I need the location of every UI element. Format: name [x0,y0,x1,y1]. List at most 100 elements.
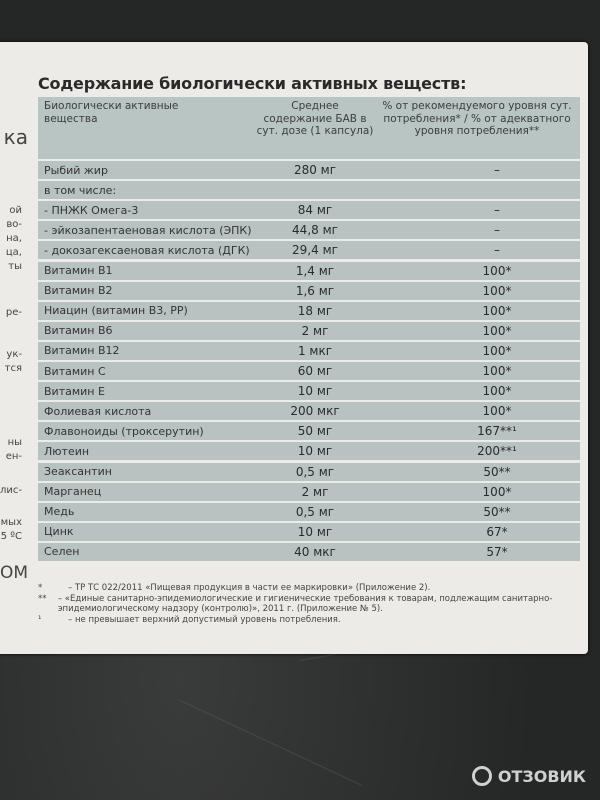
cell-substance: Медь [44,505,75,519]
cell-amount: 2 мг [301,484,329,499]
left-edge-fragment: лис- [0,485,22,496]
cell-percent: 100* [482,343,512,358]
table-row: Витамин В12 1 мкг 100* [38,341,580,360]
cell-amount: 60 мг [297,364,333,379]
cell-amount: 29,4 мг [292,243,338,258]
cell-percent: 100* [482,283,512,298]
cell-percent: 100* [482,484,512,499]
header-percent: % от рекомендуемого уровня сут. потребле… [382,100,572,137]
cell-amount: 2 мг [301,323,329,338]
table-row: Витамин Е 10 мг 100* [38,382,580,401]
left-edge-fragment: мых [0,517,22,528]
cell-amount: 1 мкг [297,343,333,358]
footnote: ** – «Единые санитарно-эпидемиологические… [38,594,600,615]
cell-substance: Фолиевая кислота [44,404,152,418]
table-row: Флавоноиды (троксерутин) 50 мг 167**¹ [38,422,580,441]
cell-substance: Витамин В2 [44,284,113,298]
footnote-text: – «Единые санитарно-эпидемиологические и… [57,593,553,615]
left-edge-fragment: тся [4,363,22,374]
footnote: ¹ – не превышает верхний допустимый урове… [38,615,600,626]
cell-substance: Флавоноиды (троксерутин) [44,424,204,438]
cell-percent: 100* [482,384,512,399]
table-row: Витамин В1 1,4 мг 100* [38,261,580,280]
cell-substance: в том числе: [44,183,117,197]
footnote-mark: * [38,583,43,593]
cell-substance: - эйкозапентаеновая кислота (ЭПК) [44,223,252,237]
cell-percent: 100* [482,404,512,419]
table-row: Цинк 10 мг 67* [38,522,580,541]
cell-amount: 10 мг [297,384,333,399]
left-edge-fragment: во- [6,219,22,230]
left-edge-fragment: ны [7,437,22,448]
table-row: Рыбий жир 280 мг – [38,161,580,180]
cell-amount: 50 мг [297,424,333,439]
table-row: Лютеин 10 мг 200**¹ [38,442,580,461]
cell-amount: 200 мкг [290,404,340,419]
cell-amount: 280 мг [293,163,337,178]
footnote-mark: ** [38,593,47,604]
table-row: Медь 0,5 мг 50** [38,502,580,521]
footnote-text: – ТР ТС 022/2011 «Пищевая продукция в ча… [68,583,431,593]
left-edge-fragment: ка [3,125,28,149]
cell-amount: 1,4 мг [295,263,335,278]
cell-amount: 40 мкг [294,544,336,559]
cell-percent: 100* [482,303,512,318]
table-row: Витамин В6 2 мг 100* [38,321,580,340]
cell-substance: Марганец [44,485,102,499]
cell-amount: 18 мг [297,303,333,318]
cell-amount: 10 мг [297,444,333,459]
watermark-logo: ОТЗОВИК [471,766,586,786]
table-row: Селен 40 мкг 57* [38,542,580,561]
table-row: Марганец 2 мг 100* [38,482,580,501]
footnotes: * – ТР ТС 022/2011 «Пищевая продукция в ч… [38,583,600,625]
left-edge-fragment: ОМ [0,563,29,583]
table-row: - докозагексаеновая кислота (ДГК) 29,4 мг… [38,241,580,260]
cell-substance: Витамин Е [44,384,105,398]
page-title: Содержание биологически активных веществ… [38,74,467,93]
cell-percent: 100* [482,364,512,379]
cell-percent: 50** [483,504,511,519]
table-header: Биологически активные вещества Среднее с… [38,97,580,159]
cell-percent: 50** [483,464,511,479]
cell-substance: Витамин В12 [44,344,120,358]
cell-percent: 200**¹ [477,444,517,459]
cell-percent: 57* [486,544,508,559]
cell-substance: Витамин С [44,364,106,378]
left-edge-fragment: ен- [5,451,22,462]
cell-amount: 0,5 мг [295,464,335,479]
left-edge-fragment: на, [6,233,22,244]
table-row: Витамин В2 1,6 мг 100* [38,281,580,300]
cell-substance: Селен [44,545,80,559]
left-edge-fragment: ук- [6,349,22,360]
header-substances: Биологически активные вещества [44,100,179,125]
cell-percent: – [494,223,500,238]
cell-percent: – [494,203,500,218]
cell-substance: Цинк [44,525,74,539]
cell-percent: 167**¹ [477,424,517,439]
footnote-mark: ¹ [38,614,42,625]
watermark-text: ОТЗОВИК [497,766,586,786]
left-edge-fragment: 5 ºC [0,531,22,542]
cell-percent: – [494,163,500,178]
cell-percent: – [494,243,500,258]
footnote: * – ТР ТС 022/2011 «Пищевая продукция в ч… [38,583,600,594]
cell-substance: Зеаксантин [44,465,112,478]
left-edge-fragment: ца, [5,247,22,258]
cell-percent: 100* [482,263,512,278]
nutrient-table: Биологически активные вещества Среднее с… [38,97,580,561]
header-content: Среднее содержание БАВ в сут. дозе (1 ка… [256,100,374,137]
cell-substance: Витамин В1 [44,264,113,278]
logo-circle-icon [471,766,492,786]
table-row: Зеаксантин 0,5 мг 50** [38,462,580,481]
left-edge-fragment: ре- [5,307,22,318]
table-row: Ниацин (витамин В3, РР) 18 мг 100* [38,301,580,320]
table-row: в том числе: [38,181,580,200]
cell-substance: - ПНЖК Омега-3 [44,203,139,217]
cell-amount: 1,6 мг [295,283,335,298]
table-row: - эйкозапентаеновая кислота (ЭПК) 44,8 мг… [38,221,580,240]
cell-amount: 0,5 мг [295,504,335,519]
cell-amount: 44,8 мг [292,223,338,238]
cell-percent: 100* [482,323,512,338]
left-edge-fragment: ой [9,205,22,216]
footnote-text: – не превышает верхний допустимый уровен… [68,614,341,625]
